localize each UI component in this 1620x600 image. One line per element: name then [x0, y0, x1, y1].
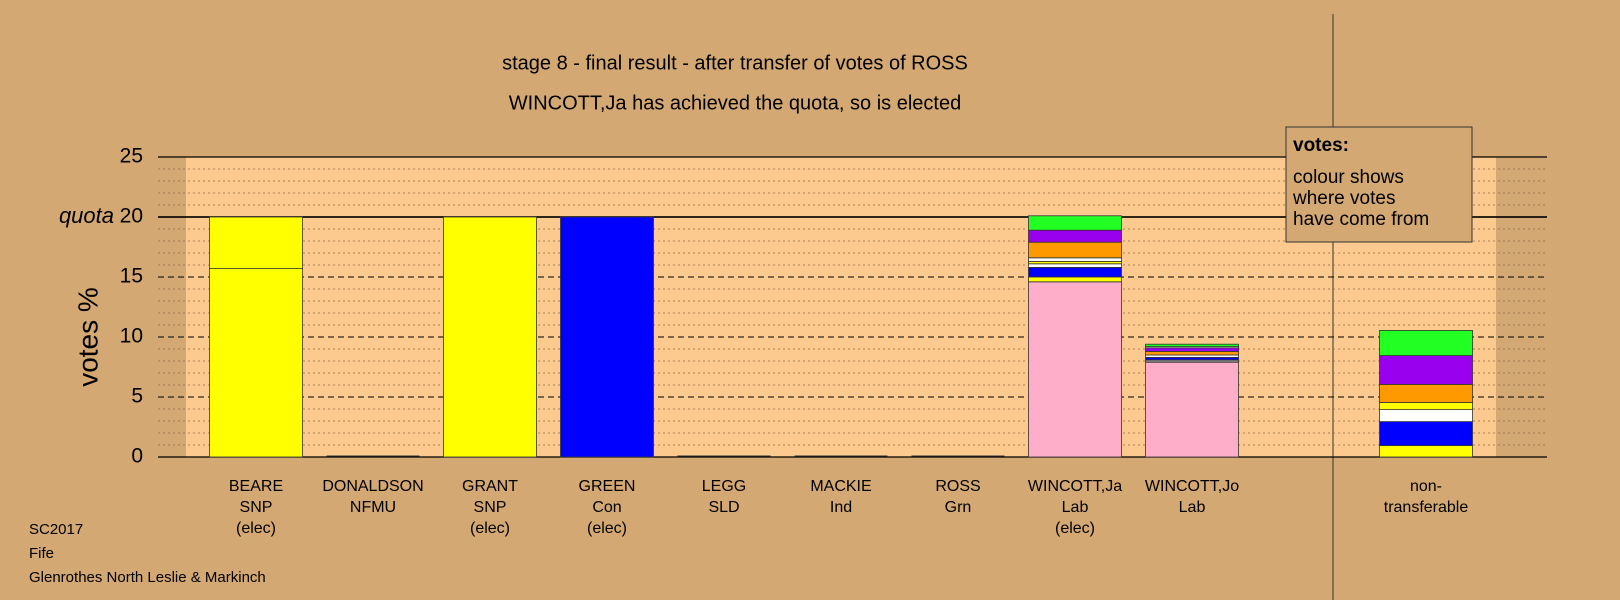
bar-segment [1379, 329, 1473, 356]
legend-box [1285, 126, 1473, 243]
x-tick-label: SLD [708, 499, 739, 516]
bar-segment [1028, 229, 1122, 243]
x-tick-label: SNP [474, 499, 507, 516]
chart-title: stage 8 - final result - after transfer … [502, 52, 968, 74]
bar-segment [1145, 343, 1239, 348]
bar-segment [1145, 347, 1239, 352]
chart-subtitle: WINCOTT,Ja has achieved the quota, so is… [509, 92, 961, 114]
bar-segment [1028, 281, 1122, 458]
bar-segment [209, 216, 303, 269]
x-tick-label: LEGG [702, 478, 746, 495]
x-tick-label: transferable [1384, 499, 1469, 516]
footer-text: Fife [29, 545, 54, 562]
bar-segment [1379, 409, 1473, 423]
bar-segment [1145, 361, 1239, 458]
footer-text: Glenrothes North Leslie & Markinch [29, 569, 266, 586]
x-tick-label: Lab [1179, 499, 1206, 516]
legend-line: have come from [1293, 209, 1429, 230]
legend-title: votes: [1293, 135, 1349, 156]
bar-segment [1028, 263, 1122, 268]
y-tick-label: 25 [120, 145, 143, 168]
x-tick-label: Grn [945, 499, 972, 516]
bar-segment [1028, 241, 1122, 259]
bar-segment [1028, 276, 1122, 283]
x-tick-label: GRANT [462, 478, 518, 495]
legend-line: colour shows [1293, 167, 1404, 188]
x-tick-label: WINCOTT,Jo [1145, 478, 1239, 495]
bar-segment [209, 268, 303, 458]
footer-text: SC2017 [29, 521, 83, 538]
y-tick-label: 0 [131, 445, 143, 468]
legend-line: where votes [1292, 188, 1395, 209]
bar-segment [1379, 421, 1473, 447]
bar-segment [1379, 445, 1473, 458]
x-tick-label: DONALDSON [322, 478, 423, 495]
x-tick-label: MACKIE [810, 478, 871, 495]
x-tick-label: Ind [830, 499, 852, 516]
bar-segment [443, 216, 537, 458]
y-tick-label: 20 [120, 205, 143, 228]
bar-segment [1028, 215, 1122, 231]
bar-segment [1145, 350, 1239, 356]
bar-segment [1379, 383, 1473, 403]
y-tick-label: 5 [131, 385, 143, 408]
legend: votes: [1285, 126, 1473, 243]
x-tick-label: NFMU [350, 499, 396, 516]
bar-segment [1379, 355, 1473, 385]
x-tick-label: ROSS [935, 478, 980, 495]
plot-area [186, 157, 1496, 457]
x-tick-label: SNP [240, 499, 273, 516]
x-tick-label: (elec) [236, 520, 276, 537]
x-tick-label: (elec) [1055, 520, 1095, 537]
x-tick-label: non- [1410, 478, 1442, 495]
bar-segment [560, 216, 654, 458]
y-tick-label: 10 [120, 325, 143, 348]
x-tick-label: GREEN [579, 478, 636, 495]
y-tick-label: 15 [120, 265, 143, 288]
x-tick-label: WINCOTT,Ja [1028, 478, 1122, 495]
y-axis-label: votes % [72, 287, 103, 387]
bar-segment [1028, 257, 1122, 262]
bar-segment [1379, 401, 1473, 410]
x-tick-label: (elec) [470, 520, 510, 537]
bar-segment [1028, 266, 1122, 278]
x-tick-label: BEARE [229, 478, 283, 495]
x-tick-label: Con [592, 499, 621, 516]
x-tick-label: Lab [1062, 499, 1089, 516]
quota-label: quota [59, 203, 114, 228]
x-tick-label: (elec) [587, 520, 627, 537]
